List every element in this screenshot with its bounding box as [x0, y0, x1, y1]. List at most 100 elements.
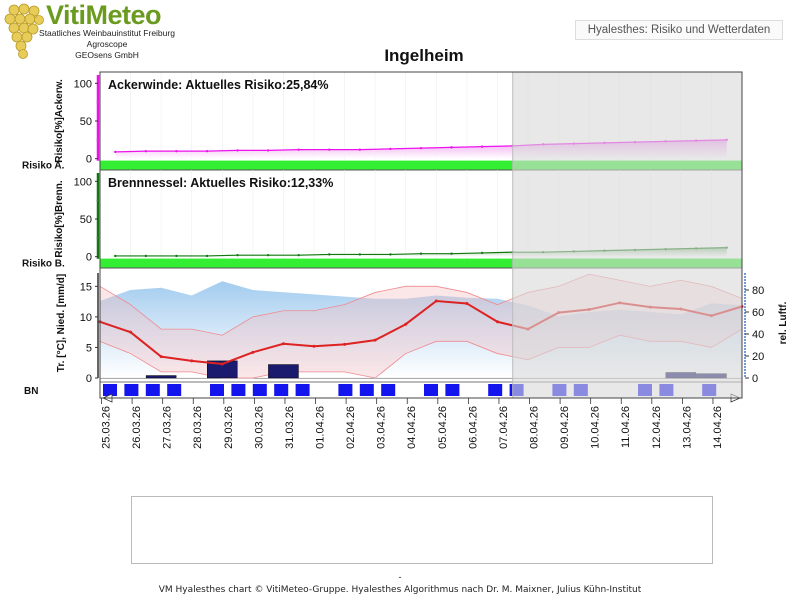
leaf-wetness-block [295, 384, 310, 396]
logo-institute: Staatliches Weinbauinstitut Freiburg [39, 28, 175, 38]
ackerwinde-tick-label: 50 [80, 116, 92, 128]
leaf-wetness-block [103, 384, 117, 396]
leaf-wetness-block [145, 384, 160, 396]
weather-right-tick-label: 0 [752, 373, 758, 385]
ackerwinde-tempsum-point [297, 148, 300, 151]
logo-geosens: GEOsens GmbH [75, 50, 139, 60]
date-label: 11.04.26 [620, 406, 632, 448]
temp-mean-point [373, 338, 377, 342]
leaf-wetness-block [338, 384, 353, 396]
brennnessel-tempsum-point [480, 251, 484, 255]
prognose-overlay [512, 72, 742, 398]
temp-mean-point [129, 330, 133, 334]
date-label: 02.04.26 [345, 406, 357, 449]
ackerwinde-tempsum-point [266, 149, 270, 152]
ackerwinde-tick-label: 100 [74, 78, 92, 90]
leaf-wetness-block [124, 384, 139, 396]
date-label: 29.03.26 [223, 406, 235, 449]
brennnessel-tick-label: 50 [80, 214, 92, 226]
date-label: 09.04.26 [559, 406, 571, 449]
ackerwinde-y-label: Risiko[%]Ackerw. [54, 79, 65, 163]
brennnessel-risk-label: Brennnessel: Aktuelles Risiko:12,33% [108, 176, 333, 190]
ackerwinde-tick-label: 0 [86, 154, 92, 166]
date-label: 25.03.26 [101, 406, 113, 449]
ackerwinde-tempsum-point [358, 148, 362, 151]
brennnessel-tick-label: 0 [86, 252, 92, 264]
date-label: 12.04.26 [651, 406, 663, 449]
date-label: 26.03.26 [131, 406, 143, 449]
temp-mean-point [404, 322, 408, 326]
leaf-wetness-block [231, 384, 246, 396]
temp-mean-point [281, 342, 285, 346]
chart-title: Ingelheim [384, 46, 463, 65]
temp-mean-point [159, 355, 163, 359]
brennnessel-tempsum-point [175, 254, 178, 258]
brennnessel-tempsum-point [114, 254, 117, 258]
logo-title: VitiMeteo [46, 0, 162, 30]
weather-left-tick-label: 15 [80, 281, 92, 293]
date-label: 28.03.26 [192, 406, 204, 449]
leaf-wetness-label: BN [24, 386, 38, 397]
date-label: 07.04.26 [498, 406, 510, 449]
leaf-wetness-block [381, 384, 396, 396]
weather-right-tick-label: 60 [752, 307, 764, 319]
brennnessel-y-label: Risiko[%]Brenn. [54, 180, 65, 257]
ackerwinde-tempsum-point [450, 146, 453, 149]
weather-right-tick-label: 20 [752, 351, 764, 363]
leaf-wetness-block [488, 384, 503, 396]
precip-bar [207, 360, 238, 379]
date-label: 10.04.26 [590, 406, 602, 449]
ackerwinde-tempsum-point [389, 147, 392, 151]
ackerwinde-tempsum-point [419, 146, 423, 150]
footer-credit: VM Hyalesthes chart © VitiMeteo-Gruppe. … [158, 585, 642, 595]
weather-left-tick-label: 0 [86, 373, 92, 385]
leaf-wetness-block [252, 384, 267, 396]
chart-outer-frame [99, 71, 743, 399]
logo-agroscope: Agroscope [86, 39, 128, 49]
ackerwinde-side-label: Risiko A. [22, 161, 65, 172]
brennnessel-side-label: Risiko B. [22, 259, 65, 270]
ackerwinde-risk-bar [100, 160, 742, 170]
date-label: 13.04.26 [681, 406, 693, 449]
leaf-wetness-block [445, 384, 460, 396]
date-label: 03.04.26 [376, 406, 388, 449]
date-label: 01.04.26 [315, 406, 327, 449]
date-label: 08.04.26 [529, 406, 541, 449]
temp-mean-point [251, 350, 255, 354]
date-label: 04.04.26 [406, 406, 418, 449]
temp-mean-point [343, 342, 347, 346]
ackerwinde-tempsum-point [205, 149, 209, 153]
brennnessel-tempsum-point [328, 253, 331, 256]
date-label: 30.03.26 [253, 406, 265, 449]
precip-bar [268, 364, 299, 379]
date-label: 05.04.26 [437, 406, 449, 449]
weather-y-label-right: rel. Luftf. [778, 301, 789, 344]
grape-logo-icon [4, 3, 44, 59]
leaf-wetness-block [359, 384, 374, 396]
leaf-wetness-block [167, 384, 182, 396]
date-label: 14.04.26 [712, 406, 724, 449]
brennnessel-tempsum-point [236, 253, 239, 257]
brennnessel-tempsum-point [450, 252, 453, 255]
temp-mean-point [220, 362, 224, 366]
weather-left-tick-label: 5 [86, 342, 92, 354]
ackerwinde-tempsum-point [114, 150, 117, 154]
weather-y-label-left: Tr. [°C], Nied. [mm/d] [56, 274, 67, 372]
ackerwinde-tempsum-point [236, 149, 239, 152]
date-label: 06.04.26 [467, 406, 479, 449]
weather-right-tick-label: 80 [752, 285, 764, 297]
temp-mean-point [312, 344, 316, 348]
brennnessel-tempsum-point [205, 254, 209, 258]
leaf-wetness-block [274, 384, 289, 396]
ackerwinde-tempsum-point [175, 149, 178, 153]
brennnessel-tempsum-point [297, 253, 300, 257]
precip-bar [145, 375, 177, 379]
footer-dash: - [398, 572, 402, 582]
brennnessel-tick-label: 100 [74, 176, 92, 188]
temp-mean-point [495, 320, 499, 324]
temp-mean-point [434, 299, 438, 303]
ackerwinde-tempsum-point [328, 148, 331, 151]
temp-mean-point [465, 301, 469, 305]
